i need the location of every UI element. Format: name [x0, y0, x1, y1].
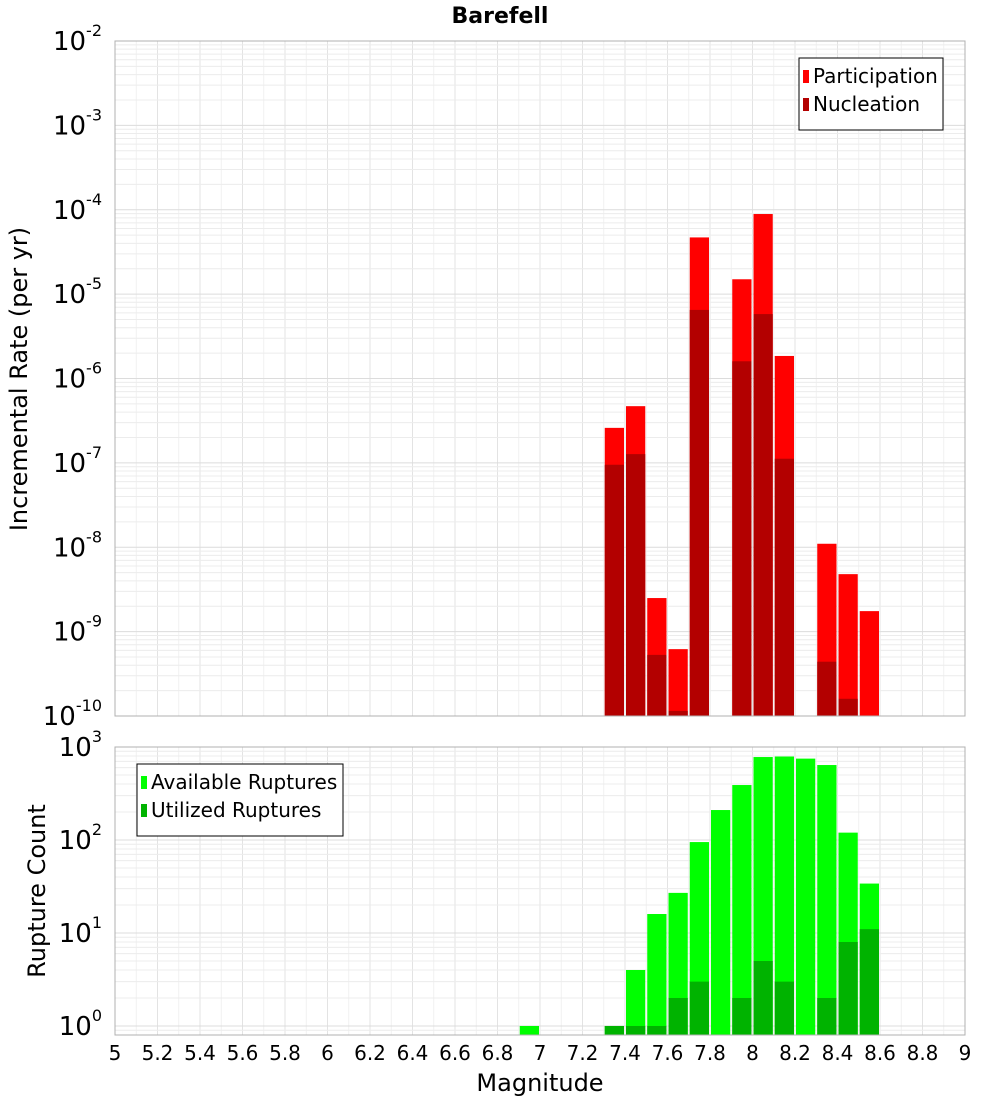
bar-nucleation — [817, 661, 837, 716]
bar-nucleation — [732, 361, 752, 716]
x-tick-label: 6.4 — [397, 1041, 429, 1065]
legend-label: Available Ruptures — [151, 770, 337, 794]
bar-participation — [668, 649, 688, 716]
bar-nucleation — [668, 710, 688, 716]
y-tick-label: 10-5 — [53, 274, 102, 310]
bar-nucleation — [604, 464, 624, 716]
bar-available-ruptures — [647, 914, 667, 1035]
x-tick-label: 7.6 — [652, 1041, 684, 1065]
legend-label: Utilized Ruptures — [151, 798, 321, 822]
bar-utilized-ruptures — [668, 997, 688, 1035]
x-tick-label: 7.2 — [567, 1041, 599, 1065]
legend-box — [136, 763, 344, 837]
y-tick-label: 10-10 — [43, 696, 102, 732]
count-legend: Available Ruptures Utilized Ruptures — [136, 763, 344, 837]
y-tick-label: 10-6 — [53, 359, 102, 395]
bar-available-ruptures — [774, 756, 794, 1035]
bar-utilized-ruptures — [838, 942, 858, 1035]
x-tick-label: 5 — [109, 1041, 122, 1065]
bar-utilized-ruptures — [626, 1025, 646, 1035]
x-tick-label: 5.8 — [269, 1041, 301, 1065]
legend-swatch — [803, 70, 809, 83]
count-plot-border — [114, 746, 966, 1036]
rate-grid — [114, 40, 966, 717]
bar-available-ruptures — [796, 758, 816, 1035]
bar-nucleation — [753, 314, 773, 716]
x-tick-label: 8.8 — [907, 1041, 939, 1065]
bar-participation — [859, 611, 879, 716]
x-tick-label: 8 — [746, 1041, 759, 1065]
bar-participation — [838, 574, 858, 716]
legend-swatch — [803, 98, 809, 111]
bar-utilized-ruptures — [689, 981, 709, 1035]
y-tick-label: 102 — [59, 820, 102, 856]
x-tick-label: 8.2 — [779, 1041, 811, 1065]
y-tick-label: 101 — [59, 913, 102, 949]
x-tick-label: 6.2 — [354, 1041, 386, 1065]
x-tick-label: 5.6 — [227, 1041, 259, 1065]
chart-title: Barefell — [452, 4, 549, 29]
bar-nucleation — [774, 458, 794, 716]
bar-utilized-ruptures — [647, 1025, 667, 1035]
rate-panel: 10-10 10-9 10-8 10-7 10-6 10-5 10-4 10-3 10-2 Par… — [43, 21, 966, 732]
legend-label: Nucleation — [813, 92, 920, 116]
bar-available-ruptures — [732, 785, 752, 1035]
rate-legend: Participation Nucleation — [798, 57, 944, 131]
bar-utilized-ruptures — [859, 929, 879, 1035]
x-tick-label: 6 — [321, 1041, 334, 1065]
x-tick-label: 7 — [534, 1041, 547, 1065]
x-tick-label: 5.2 — [142, 1041, 174, 1065]
y-tick-label: 10-9 — [53, 612, 102, 648]
bar-available-ruptures — [817, 765, 837, 1035]
y-tick-label: 100 — [59, 1006, 102, 1042]
x-tick-label: 7.4 — [609, 1041, 641, 1065]
x-tick-label: 8.4 — [822, 1041, 854, 1065]
bar-available-ruptures — [519, 1025, 539, 1035]
x-tick-label: 7.8 — [694, 1041, 726, 1065]
y-tick-label: 103 — [59, 727, 102, 763]
y-tick-label: 10-7 — [53, 443, 102, 479]
legend-swatch — [141, 776, 147, 789]
rate-plot-border — [114, 40, 966, 717]
legend-label: Participation — [813, 64, 938, 88]
bar-utilized-ruptures — [753, 960, 773, 1035]
bar-nucleation — [838, 698, 858, 716]
bar-utilized-ruptures — [817, 997, 837, 1035]
magnitude-axis-label: Magnitude — [476, 1069, 603, 1097]
bar-nucleation — [626, 454, 646, 716]
y-tick-label: 10-2 — [53, 21, 102, 57]
rate-bars — [604, 214, 879, 717]
bar-utilized-ruptures — [604, 1025, 624, 1035]
series-utilized-ruptures — [604, 929, 879, 1035]
bar-utilized-ruptures — [774, 981, 794, 1035]
series-nucleation — [604, 309, 858, 716]
count-axis-label: Rupture Count — [23, 804, 51, 978]
bar-available-ruptures — [626, 969, 646, 1035]
x-tick-label: 6.8 — [482, 1041, 514, 1065]
bar-available-ruptures — [711, 810, 731, 1035]
x-tick-label: 5.4 — [184, 1041, 216, 1065]
bar-nucleation — [647, 654, 667, 716]
x-tick-label: 9 — [959, 1041, 972, 1065]
y-tick-label: 10-4 — [53, 190, 102, 226]
count-bars — [519, 756, 879, 1035]
legend-swatch — [141, 804, 147, 817]
x-tick-label: 8.6 — [864, 1041, 896, 1065]
y-tick-label: 10-3 — [53, 105, 102, 141]
bar-utilized-ruptures — [732, 997, 752, 1035]
y-tick-label: 10-8 — [53, 527, 102, 563]
rate-axis-label: Incremental Rate (per yr) — [5, 227, 33, 531]
x-tick-label: 6.6 — [439, 1041, 471, 1065]
legend-box — [798, 57, 944, 131]
bar-nucleation — [689, 309, 709, 716]
